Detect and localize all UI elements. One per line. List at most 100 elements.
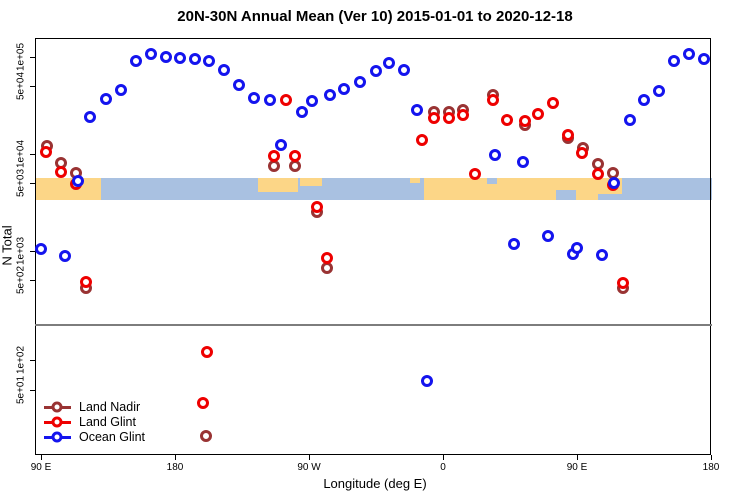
y-tick [30,154,35,155]
data-point-ocean-glint [114,83,127,96]
y-tick-label: 5e+01 [15,375,27,405]
data-point-ocean-glint [337,82,350,95]
x-tick-label: 90 E [566,462,588,473]
data-point-land-nadir [199,429,212,442]
legend-swatch [44,431,71,443]
data-point-land-glint [416,134,428,147]
map-land-patch [300,178,322,186]
plot-border [35,38,711,455]
map-ocean-patch [556,190,576,200]
data-point-ocean-glint [667,54,680,67]
x-axis-label: Longitude (deg E) [323,476,427,491]
legend-item: Ocean Glint [44,430,145,445]
data-point-land-glint [442,112,455,124]
data-point-ocean-glint [217,64,230,77]
y-tick [30,280,35,281]
y-tick-label: 1e+03 [15,236,27,266]
data-point-land-glint [279,94,292,107]
data-point-land-glint [531,108,544,121]
data-point-ocean-glint [410,104,423,117]
data-point-land-glint [201,346,213,359]
legend-item: Land Glint [44,415,145,430]
legend-label: Ocean Glint [79,430,146,444]
data-point-land-glint [54,166,67,179]
data-point-ocean-glint [83,111,96,124]
x-tick [309,455,310,460]
y-tick-label: 5e+04 [15,71,27,101]
data-point-ocean-glint [637,94,650,107]
data-point-ocean-glint [275,138,287,151]
y-tick-label: 1e+02 [15,345,27,375]
y-tick [30,57,35,58]
data-point-land-glint [519,114,532,127]
x-tick [175,455,176,460]
x-tick-label: 180 [702,462,720,473]
data-point-land-glint [562,128,575,141]
data-point-land-glint [616,276,629,289]
data-point-ocean-glint [188,53,201,66]
data-point-land-glint [196,397,209,410]
panel-divider-line [35,324,712,326]
data-point-ocean-glint [382,57,395,69]
map-ocean-patch [598,194,623,200]
data-point-ocean-glint [507,238,520,251]
data-point-ocean-glint [145,48,158,61]
map-land-patch [410,178,420,183]
data-point-ocean-glint [516,155,529,168]
data-point-ocean-glint [100,92,113,105]
data-point-land-glint [591,168,604,180]
data-point-ocean-glint [263,94,276,107]
data-point-ocean-glint [420,374,433,387]
legend-label: Land Glint [79,415,136,429]
y-tick [30,251,35,252]
data-point-ocean-glint [623,114,636,127]
data-point-ocean-glint [202,54,215,67]
data-point-land-glint [40,145,53,158]
data-point-land-glint [469,168,481,180]
x-tick [577,455,578,460]
data-point-ocean-glint [71,174,84,187]
x-tick [41,455,42,460]
x-tick-label: 0 [440,462,446,473]
legend-marker-icon [51,431,63,443]
legend-marker-icon [51,416,63,428]
x-tick [711,455,712,460]
legend: Land Nadir Land Glint Ocean Glint [44,400,145,445]
data-point-land-glint [456,109,469,122]
y-tick-label: 5e+03 [15,168,27,198]
data-point-land-glint [427,112,440,124]
data-point-ocean-glint [296,106,308,118]
chart-title: 20N-30N Annual Mean (Ver 10) 2015-01-01 … [177,8,573,25]
y-tick [30,390,35,391]
data-point-ocean-glint [35,242,47,255]
x-tick-label: 90 W [297,462,321,473]
data-point-ocean-glint [323,88,336,101]
x-tick [443,455,444,460]
data-point-land-glint [487,94,500,107]
y-tick-label: 1e+04 [15,139,27,169]
y-tick [30,183,35,184]
data-point-ocean-glint [697,53,710,66]
data-point-ocean-glint [595,248,608,261]
legend-label: Land Nadir [79,400,141,414]
data-point-ocean-glint [541,229,554,242]
data-point-ocean-glint [129,54,142,67]
data-point-ocean-glint [233,79,246,92]
y-axis-label: N Total [0,225,15,266]
legend-swatch [44,401,71,413]
data-point-land-glint [311,201,324,214]
data-point-ocean-glint [305,94,318,107]
map-land-patch [258,178,298,192]
data-point-ocean-glint [488,148,501,161]
y-tick-label: 5e+02 [15,265,27,295]
legend-marker-icon [51,401,63,413]
data-point-ocean-glint [173,52,186,65]
data-point-ocean-glint [58,250,71,262]
data-point-land-glint [268,149,280,162]
x-tick-label: 180 [166,462,184,473]
data-point-ocean-glint [682,48,695,61]
data-point-ocean-glint [247,91,260,104]
data-point-ocean-glint [159,51,172,63]
data-point-land-glint [321,251,333,264]
